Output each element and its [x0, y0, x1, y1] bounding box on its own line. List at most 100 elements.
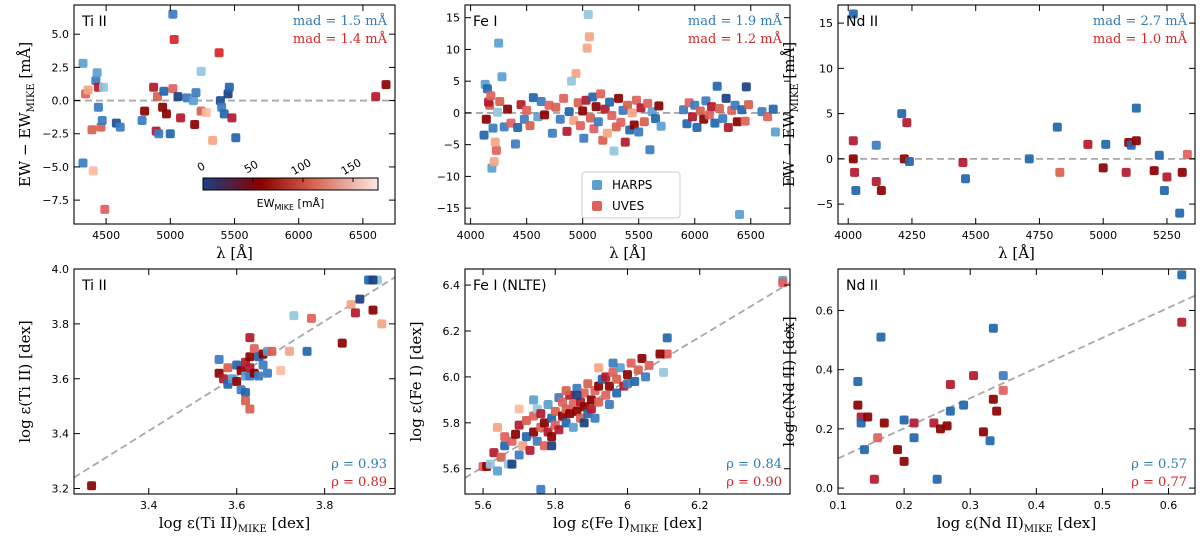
data-point	[1131, 103, 1141, 113]
data-point	[572, 383, 582, 393]
data-point	[897, 109, 907, 119]
data-point	[573, 98, 583, 108]
data-point	[569, 116, 579, 126]
data-point	[485, 459, 495, 469]
data-point	[507, 436, 517, 446]
stat-label: mad = 2.7 mÅ	[1093, 13, 1188, 29]
y-tick-label: −5	[817, 198, 833, 211]
stat-label: mad = 1.2 mÅ	[688, 31, 783, 47]
data-point	[529, 395, 539, 405]
data-point	[561, 418, 571, 428]
axes-frame	[73, 268, 396, 495]
data-point	[539, 418, 549, 428]
data-point	[591, 102, 601, 112]
x-tick-label: 0.1	[829, 499, 847, 512]
data-point	[267, 346, 277, 356]
data-point	[245, 404, 255, 414]
data-point	[627, 108, 637, 118]
x-tick-label: 5500	[625, 229, 653, 242]
data-point	[679, 105, 689, 115]
data-point	[493, 466, 502, 476]
data-point	[302, 346, 312, 356]
data-point	[208, 135, 218, 145]
data-point	[876, 186, 886, 196]
data-point	[695, 106, 705, 116]
data-point	[219, 109, 229, 119]
data-point	[623, 379, 632, 389]
data-point	[521, 416, 531, 426]
x-tick-label: 4750	[1025, 229, 1053, 242]
data-point	[289, 311, 299, 321]
x-tick-label: 0.6	[1160, 499, 1178, 512]
data-point	[594, 397, 604, 407]
data-point	[1182, 149, 1192, 159]
data-point	[231, 133, 241, 143]
panel-title: Ti II	[81, 278, 107, 294]
data-point	[904, 157, 914, 167]
data-point	[942, 421, 952, 431]
data-point	[998, 371, 1008, 381]
data-point	[572, 390, 582, 400]
data-point	[590, 413, 600, 423]
data-point	[83, 85, 93, 95]
data-point	[554, 425, 564, 435]
data-point	[612, 374, 622, 384]
data-point	[381, 80, 391, 90]
y-tick-label: −5.0	[42, 161, 69, 174]
x-tick-label: 5000	[569, 229, 597, 242]
data-point	[629, 120, 639, 130]
x-tick-label: 4500	[513, 229, 541, 242]
data-point	[514, 420, 524, 430]
data-point	[737, 105, 747, 115]
data-point	[869, 474, 879, 484]
data-point	[536, 484, 546, 494]
data-point	[510, 139, 520, 149]
plot-abund-ti2: 3.4 3.6 3.8 3.2 3.4 3.6 3.8 4.0 Ti II ρ = 0.93 ρ =…	[16, 263, 396, 535]
data-point	[978, 427, 988, 437]
data-points	[853, 270, 1187, 484]
data-point	[87, 481, 97, 491]
data-point	[682, 119, 692, 129]
x-tick-label: 3.8	[316, 499, 334, 512]
data-point	[768, 104, 778, 114]
data-point	[558, 411, 567, 421]
data-point	[507, 459, 517, 469]
data-point	[578, 106, 588, 116]
data-point	[165, 129, 175, 139]
y-tick-label: 6.4	[443, 279, 461, 292]
x-axis-label: λ [Å]	[216, 244, 253, 262]
data-point	[368, 305, 378, 315]
data-point	[744, 100, 754, 110]
data-point	[608, 367, 618, 377]
y-tick-label: −5	[444, 139, 460, 152]
data-point	[240, 387, 250, 397]
x-tick-label: 3.6	[228, 499, 246, 512]
data-point	[770, 127, 780, 137]
data-point	[959, 400, 969, 410]
y-tick-label: −7.5	[42, 194, 69, 207]
data-point	[598, 135, 608, 145]
panel-title: Nd II	[846, 278, 878, 294]
data-point	[662, 349, 672, 359]
colorbar-tick-label: 150	[339, 156, 364, 178]
data-point	[594, 381, 604, 391]
data-point	[550, 406, 560, 416]
data-point	[634, 127, 644, 137]
data-point	[596, 89, 606, 99]
data-point	[494, 38, 504, 48]
data-points	[87, 275, 387, 491]
data-point	[1154, 150, 1164, 160]
data-point	[579, 402, 589, 412]
data-point	[856, 418, 866, 428]
data-point	[876, 332, 886, 342]
data-point	[602, 128, 612, 138]
data-point	[555, 114, 565, 124]
data-point	[539, 441, 549, 451]
y-tick-label: 0	[453, 107, 460, 120]
data-point	[988, 323, 998, 333]
data-point	[605, 97, 615, 107]
data-point	[137, 115, 147, 125]
x-tick-label: 4500	[92, 229, 120, 242]
data-point	[491, 145, 501, 155]
